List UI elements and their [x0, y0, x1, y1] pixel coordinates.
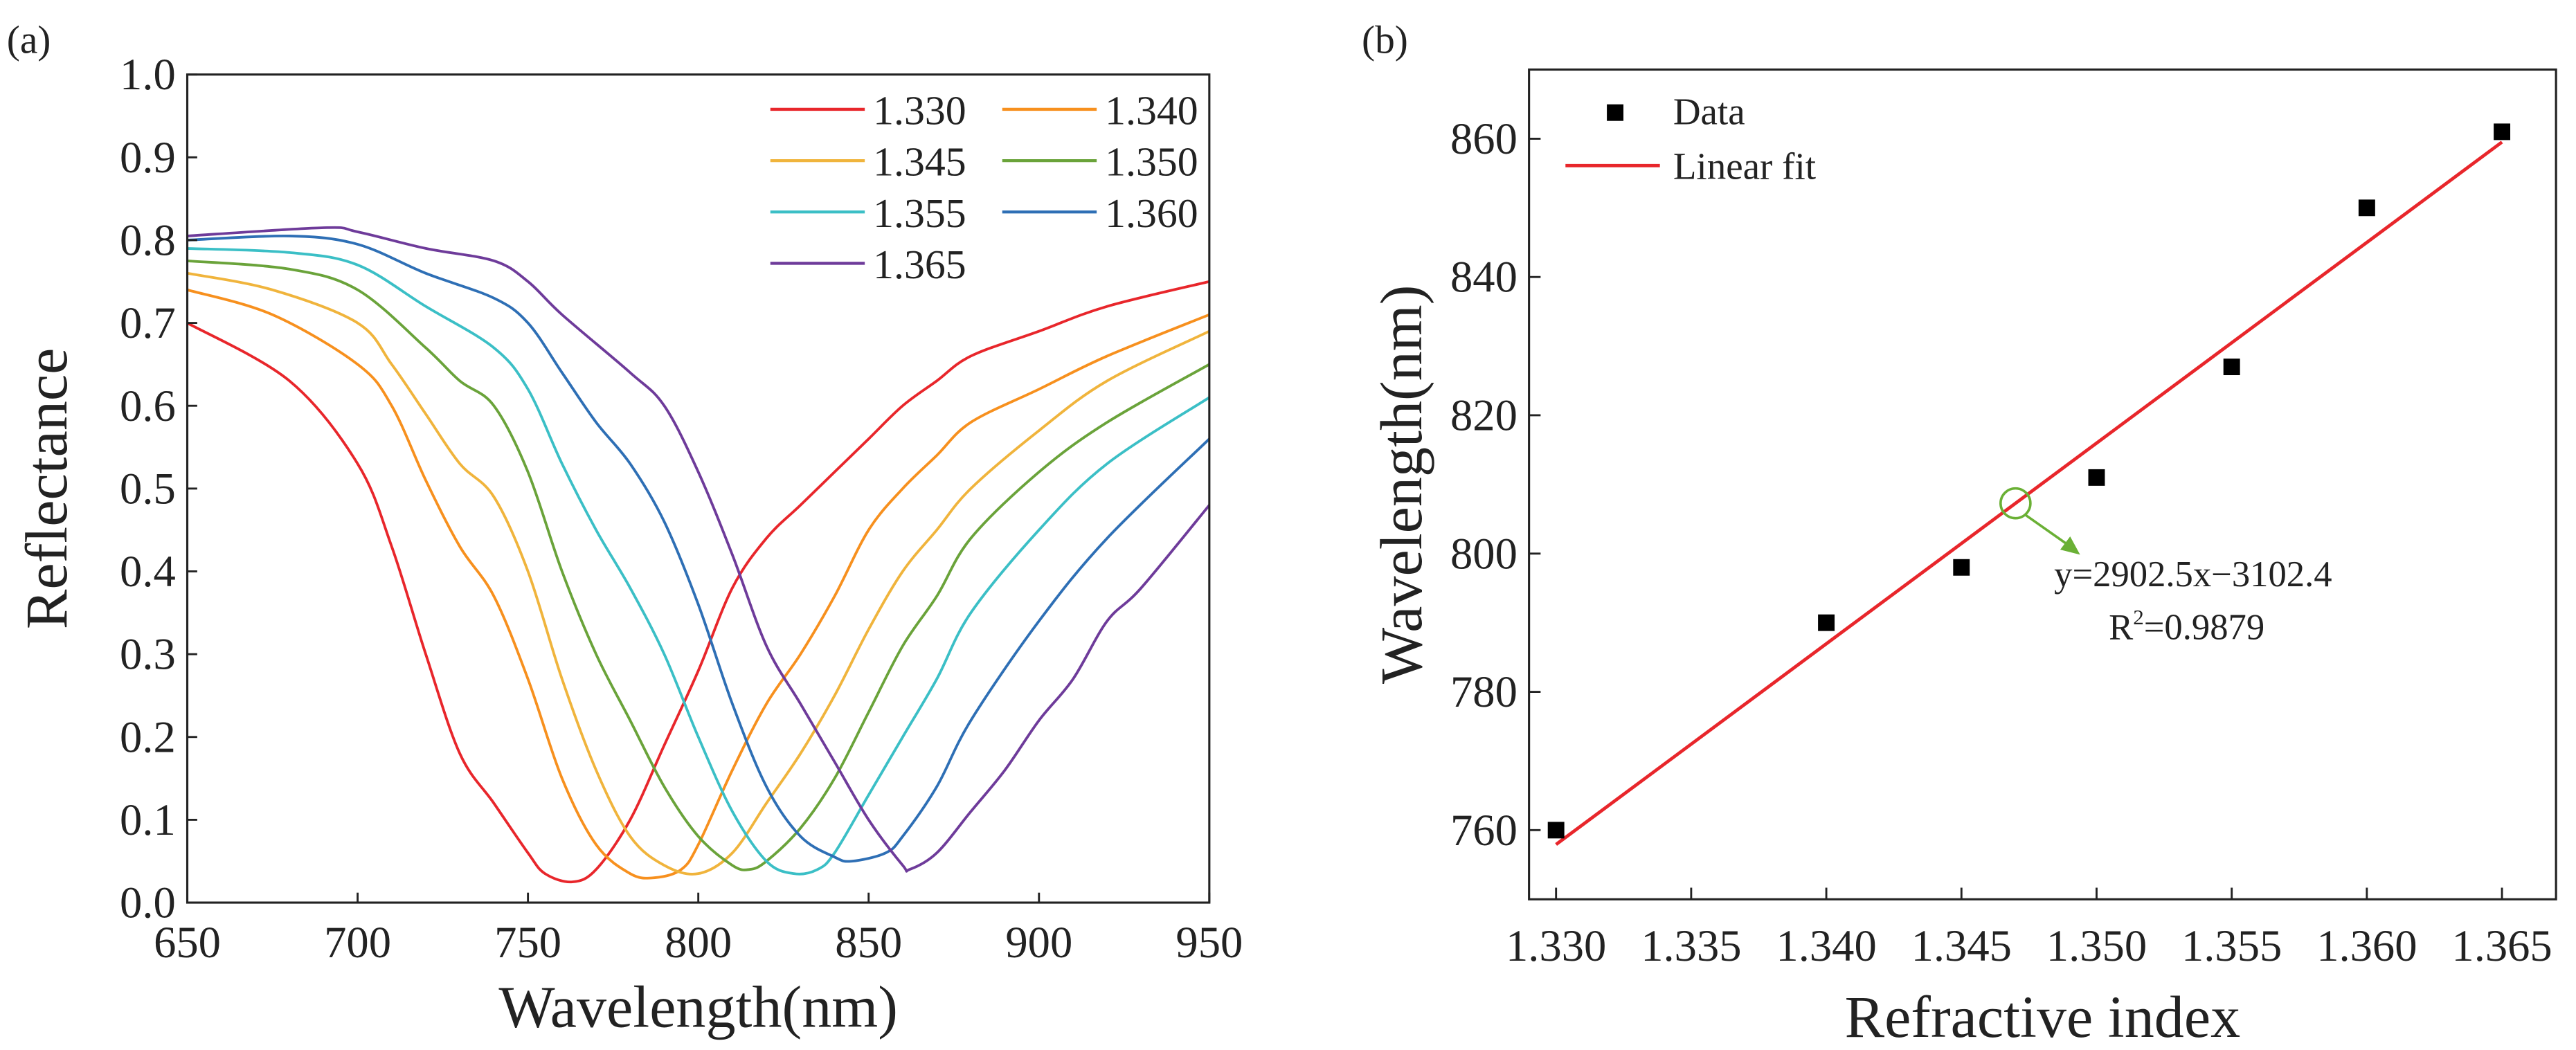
legend-swatch-data [1607, 104, 1624, 121]
y-tick-label: 0.1 [120, 795, 176, 844]
legend-label: 1.360 [1105, 190, 1198, 236]
y-tick-label: 840 [1450, 252, 1517, 302]
y-tick-label: 0.8 [120, 215, 176, 264]
plot-frame [1528, 68, 2557, 900]
linear-fit-line [1555, 141, 2503, 847]
series-line-1.340 [186, 288, 1210, 880]
y-axis-title: Wavelength(nm) [1368, 285, 1434, 685]
data-point [1547, 822, 1565, 839]
data-point [2494, 123, 2511, 141]
x-tick-label: 700 [324, 917, 391, 967]
panel-label: (a) [7, 19, 51, 62]
x-tick-label: 800 [665, 917, 732, 967]
panel-b: (b) 1.330 1.335 1.340 1.345 1.350 1.355 1.360 1.… [1362, 19, 2557, 1050]
y-axis-title: Reflectance [13, 348, 80, 629]
legend-label: Data [1673, 90, 1745, 132]
x-tick-label: 1.360 [2316, 921, 2417, 970]
y-tick-label: 760 [1450, 805, 1517, 855]
x-tick-label: 950 [1176, 917, 1243, 967]
x-tick-label: 850 [835, 917, 902, 967]
y-tick-label: 0.3 [120, 629, 176, 679]
legend-label: 1.350 [1105, 139, 1198, 185]
legend-label: 1.355 [873, 190, 966, 236]
r-squared-value: =0.9879 [2144, 608, 2264, 648]
x-axis-title: Refractive index [1845, 984, 2241, 1050]
x-tick-label: 1.345 [1911, 921, 2012, 970]
series-line-1.350 [187, 259, 1210, 871]
series-line-1.330 [186, 280, 1210, 884]
r-squared-superscript: 2 [2133, 605, 2144, 629]
y-tick-label: 800 [1450, 528, 1517, 578]
y-tick-label: 0.4 [120, 546, 176, 596]
y-tick-label: 0.9 [120, 132, 176, 182]
x-tick-label: 1.355 [2181, 921, 2282, 970]
data-point [1953, 559, 1970, 576]
data-point [2223, 359, 2240, 376]
panel-a: (a) 650 700 750 800 850 900 950 0.0 0.1 0.2 0.3 0.4 0… [7, 19, 1243, 1040]
highlight-circle-marker [1999, 487, 2032, 520]
data-point [1818, 614, 1835, 631]
y-tick-label: 0.7 [120, 298, 176, 347]
series-line-1.355 [187, 246, 1210, 876]
legend-label: 1.330 [873, 87, 966, 133]
y-tick-label: 0.2 [120, 712, 176, 761]
y-tick-label: 0.6 [120, 381, 176, 431]
legend-label: Linear fit [1673, 145, 1816, 187]
annotation-arrow [2024, 514, 2071, 547]
legend: 1.330 1.340 1.345 1.350 1.355 1.360 1.365 [770, 87, 1198, 287]
data-point [2358, 199, 2375, 217]
plot-frame [186, 73, 1211, 904]
x-tick-label: 1.335 [1641, 921, 1741, 970]
data-point [2088, 469, 2105, 486]
y-tick-label: 1.0 [120, 49, 176, 99]
x-tick-label: 1.340 [1776, 921, 1876, 970]
y-tick-label: 0.0 [120, 878, 176, 927]
x-tick-label: 1.365 [2451, 921, 2552, 970]
legend-label: 1.345 [873, 139, 966, 185]
x-tick-label: 900 [1005, 917, 1072, 967]
legend: Data Linear fit [1565, 90, 1816, 187]
r-squared-symbol: R [2109, 608, 2134, 648]
y-tick-label: 780 [1450, 667, 1517, 716]
fit-equation: y=2902.5x−3102.4 [2054, 554, 2332, 595]
legend-label: 1.365 [873, 242, 966, 287]
x-tick-label: 750 [494, 917, 561, 967]
legend-label: 1.340 [1105, 87, 1198, 133]
r-squared: R2=0.9879 [2109, 605, 2264, 648]
x-tick-label: 1.350 [2046, 921, 2147, 970]
series-line-1.345 [187, 271, 1210, 876]
series-line-1.365 [187, 226, 1211, 873]
y-tick-label: 860 [1450, 114, 1517, 163]
series-line-1.360 [187, 234, 1211, 863]
y-tick-label: 820 [1450, 390, 1517, 440]
x-tick-label: 650 [154, 917, 221, 967]
y-tick-label: 0.5 [120, 463, 176, 513]
panel-label: (b) [1362, 19, 1408, 62]
arrow-head-icon [2060, 536, 2080, 555]
x-axis-title: Wavelength(nm) [498, 974, 898, 1040]
x-tick-label: 1.330 [1506, 921, 1606, 970]
